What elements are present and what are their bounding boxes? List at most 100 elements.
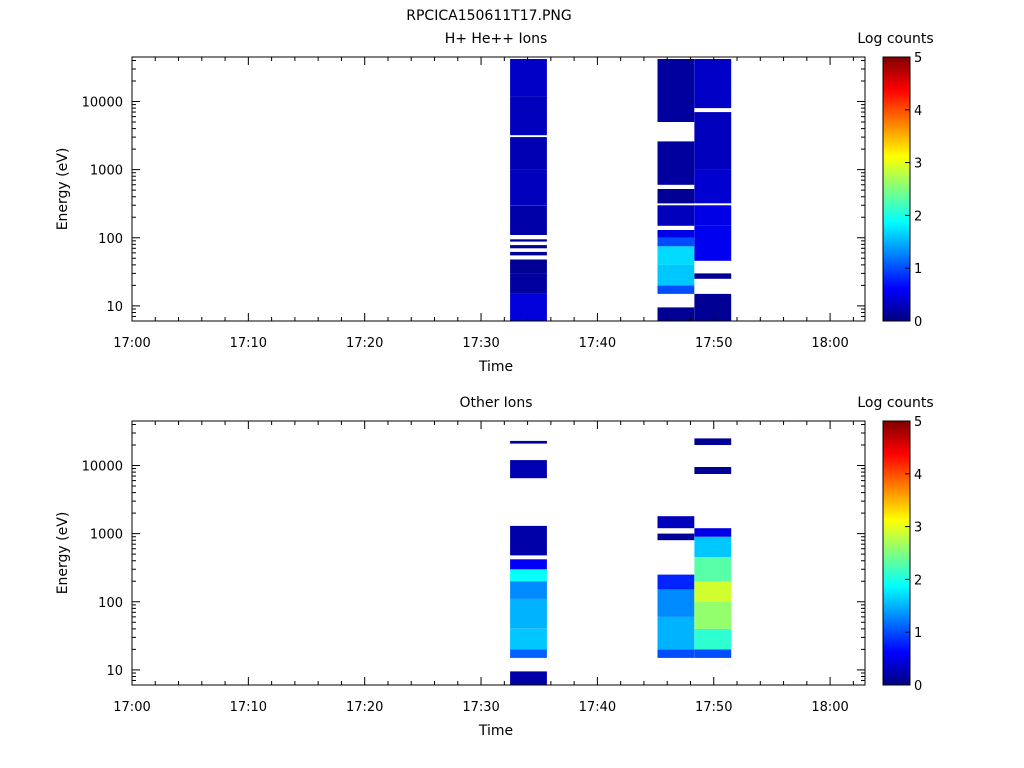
colorbar [882,56,911,322]
spectrogram-cell [510,137,547,170]
spectrogram-cell [694,467,732,474]
spectrogram-cell [510,569,547,582]
y-tick-label: 1000 [90,164,123,179]
spectrogram-cell [694,112,732,170]
spectrogram-cell [657,516,695,529]
x-tick-label: 17:20 [346,336,383,351]
spectrogram-cell [694,273,732,279]
spectrogram-cell [657,307,695,321]
x-tick-label: 17:30 [462,700,499,715]
spectrogram-cell [510,273,547,294]
x-tick-label: 17:40 [579,700,616,715]
x-tick-label: 17:10 [230,336,267,351]
spectrogram-cell [510,671,547,685]
spectrogram-cell [510,169,547,206]
x-tick-label: 17:00 [113,336,150,351]
spectrogram-cell [657,649,695,658]
spectrogram-cell [510,559,547,570]
spectrogram-cell [510,205,547,235]
y-axis-label: Energy (eV) [55,148,71,231]
x-tick-label: 18:00 [811,700,848,715]
spectrogram-cell [694,601,732,629]
figure-title: RPCICA150611T17.PNG [406,8,571,24]
spectrogram-cell [694,528,732,537]
spectrogram-cell [694,205,732,226]
spectrogram-cell [694,59,732,109]
x-tick-label: 17:50 [695,336,732,351]
spectrogram-cell [657,59,695,122]
x-tick-label: 17:50 [695,700,732,715]
x-tick-label: 17:40 [579,336,616,351]
y-tick-label: 10000 [82,460,123,475]
x-tick-label: 17:30 [462,336,499,351]
colorbar-label: Log counts [857,395,933,411]
spectrogram-cell [510,581,547,599]
spectrogram-cell [694,438,732,445]
x-tick-label: 17:10 [230,700,267,715]
spectrogram-cell [657,189,695,204]
spectrogram-cell [694,225,732,261]
spectrogram-cell [510,259,547,274]
x-tick-label: 17:20 [346,700,383,715]
spectrogram-cell [694,557,732,582]
x-tick-label: 17:00 [113,700,150,715]
colorbar [882,420,911,686]
y-axis-label: Energy (eV) [55,512,71,595]
y-tick-label: 10000 [82,96,123,111]
colorbar-tick-label: 4 [914,468,922,483]
spectrogram-cell [510,440,547,444]
y-tick-label: 10 [106,664,123,679]
y-tick-label: 1000 [90,528,123,543]
colorbar-tick-label: 2 [914,573,922,588]
colorbar-tick-label: 0 [914,315,922,330]
spectrogram-cell [510,59,547,97]
colorbar-tick-label: 1 [914,262,922,277]
panel-title: Other Ions [459,395,532,411]
spectrogram-cell [510,525,547,556]
colorbar-tick-label: 5 [914,51,922,66]
spectrogram-cell [510,293,547,321]
spectrogram-cell [510,96,547,136]
spectrogram-cell [694,649,732,658]
colorbar-tick-label: 0 [914,679,922,694]
spectrogram-cell [694,293,732,321]
spectrogram-cell [657,616,695,650]
colorbar-label: Log counts [857,31,933,47]
spectrogram-cell [657,246,695,265]
panel-title: H+ He++ Ions [445,31,548,47]
spectrogram-cell [510,251,547,256]
spectrogram-cell [657,589,695,617]
spectrogram-cell [657,574,695,590]
y-tick-label: 10 [106,300,123,315]
plot-frame [131,420,866,686]
colorbar-tick-label: 2 [914,209,922,224]
spectrogram-cell [657,205,695,226]
spectrogram-cell [694,628,732,650]
spectrogram-cell [510,460,547,479]
spectrogram-cell [694,536,732,558]
spectrogram-cell [694,169,732,204]
spectrogram-cell [510,598,547,629]
spectrogram-cell [510,245,547,249]
spectrogram-cell [657,230,695,238]
colorbar-tick-label: 3 [914,521,922,536]
colorbar-tick-label: 4 [914,104,922,119]
spectrogram-cell [510,649,547,658]
y-tick-label: 100 [98,232,123,247]
y-tick-label: 100 [98,596,123,611]
spectrogram-cell [657,285,695,294]
x-axis-label: Time [478,359,513,375]
plot-frame [131,56,866,322]
spectrogram-cell [657,237,695,247]
spectrogram-cell [657,264,695,286]
colorbar-tick-label: 5 [914,415,922,430]
spectrogram-cell [657,533,695,541]
spectrogram-cell [694,581,732,602]
colorbar-tick-label: 3 [914,157,922,172]
x-tick-label: 18:00 [811,336,848,351]
colorbar-tick-label: 1 [914,626,922,641]
spectrogram-cell [510,239,547,242]
